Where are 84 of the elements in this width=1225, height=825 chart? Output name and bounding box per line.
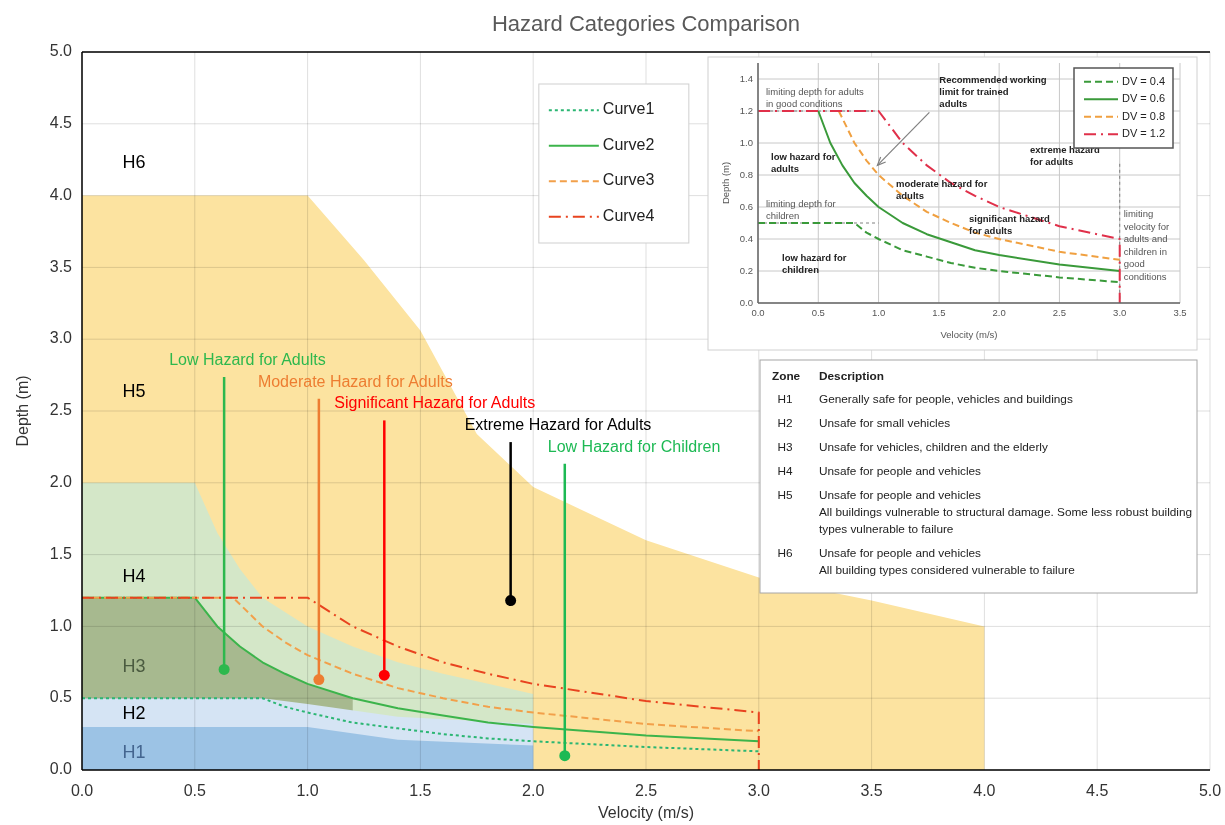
annotation: H2 xyxy=(122,702,146,723)
x-tick-label: 4.0 xyxy=(973,782,996,799)
annotation: H2 xyxy=(777,416,793,430)
annotation: H3 xyxy=(122,655,146,676)
ref-line-label: limiting depth for adults in good conditions xyxy=(766,86,864,109)
x-tick-label: 1.5 xyxy=(932,307,946,318)
x-tick-label: 1.0 xyxy=(296,782,319,799)
annotation: Unsafe for people and vehicles All building types considered vulnerable to failure xyxy=(819,546,1076,577)
legend-label: Curve4 xyxy=(602,206,655,224)
line-series xyxy=(757,110,1121,304)
x-tick-label: 2.5 xyxy=(634,782,658,799)
legend-label: Curve2 xyxy=(602,135,655,153)
annotation: H5 xyxy=(777,488,793,502)
y-tick-label: 0.2 xyxy=(739,264,753,276)
y-tick-label: 1.5 xyxy=(49,544,73,562)
annotation: H1 xyxy=(777,392,793,406)
y-tick-label: 0.8 xyxy=(739,168,753,180)
y-tick-label: 0.5 xyxy=(49,688,73,706)
annotation: H4 xyxy=(122,565,146,586)
y-axis-title: Depth (m) xyxy=(14,375,32,447)
ref-line-label: limiting velocity for adults and children in good conditions xyxy=(1123,208,1170,282)
x-tick-label: 5.0 xyxy=(1198,782,1222,799)
ref-line-label: limiting depth for children xyxy=(766,198,836,221)
chart-title: Hazard Categories Comparison xyxy=(491,10,801,36)
legend-label: DV = 1.2 xyxy=(1122,127,1166,140)
annotation: Unsafe for vehicles, children and the elderly xyxy=(819,440,1048,454)
y-tick-label: 2.5 xyxy=(49,401,73,419)
annotation: Unsafe for people and vehicles xyxy=(819,464,982,478)
annotation: H6 xyxy=(777,546,793,560)
y-tick-label: 2.0 xyxy=(49,473,73,491)
y-tick-label: 0.6 xyxy=(739,200,753,212)
annotation: H6 xyxy=(122,151,146,172)
annotation: H3 xyxy=(777,440,793,454)
annotation: Unsafe for small vehicles xyxy=(819,416,951,430)
x-tick-label: 2.0 xyxy=(992,307,1006,318)
x-tick-label: 4.5 xyxy=(1086,782,1109,799)
y-tick-label: 1.2 xyxy=(739,104,753,116)
y-tick-label: 5.0 xyxy=(49,42,73,60)
y-tick-label: 1.0 xyxy=(739,136,753,148)
x-tick-label: 3.0 xyxy=(1113,307,1127,318)
legend-label: Curve3 xyxy=(602,171,655,189)
line-series xyxy=(757,222,1121,284)
y-axis-title: Depth (m) xyxy=(719,161,731,205)
y-tick-label: 4.5 xyxy=(49,114,73,132)
annotation: Recommended working limit for trained adults xyxy=(939,74,1047,110)
line-series xyxy=(81,596,760,771)
annotation: H1 xyxy=(122,741,146,762)
y-tick-label: 0.0 xyxy=(49,760,73,778)
y-tick-label: 0.0 xyxy=(739,296,753,308)
y-tick-label: 1.4 xyxy=(739,72,753,84)
annotation: H4 xyxy=(777,464,793,478)
annotation: Unsafe for people and vehicles All buildings vulnerable to structural damage. Some less robust building types vulnerable to failure xyxy=(819,488,1193,536)
x-tick-label: 0.5 xyxy=(183,782,207,799)
annotation: Significant Hazard for Adults xyxy=(334,394,536,412)
annotation: Low Hazard for Children xyxy=(547,437,721,455)
annotation: Zone xyxy=(772,369,801,383)
x-tick-label: 3.5 xyxy=(860,782,883,799)
annotation: Generally safe for people, vehicles and buildings xyxy=(819,392,1073,406)
annotation: low hazard for children xyxy=(782,252,847,275)
legend-label: DV = 0.6 xyxy=(1122,92,1166,105)
x-axis-title: Velocity (m/s) xyxy=(597,804,695,821)
x-tick-label: 0.0 xyxy=(751,307,765,318)
y-tick-label: 0.4 xyxy=(739,232,753,244)
y-tick-label: 4.0 xyxy=(49,185,73,203)
annotation: Extreme Hazard for Adults xyxy=(464,416,652,434)
y-tick-label: 3.0 xyxy=(49,329,73,347)
x-tick-label: 2.0 xyxy=(522,782,545,799)
annotation: Description xyxy=(819,369,884,383)
legend-label: DV = 0.8 xyxy=(1122,109,1166,122)
x-tick-label: 0.5 xyxy=(811,307,825,318)
x-tick-label: 3.5 xyxy=(1173,307,1187,318)
x-tick-label: 2.5 xyxy=(1052,307,1067,318)
annotation: low hazard for adults xyxy=(771,151,836,174)
x-tick-label: 1.5 xyxy=(409,782,432,799)
legend-label: Curve1 xyxy=(602,100,655,118)
x-axis-title: Velocity (m/s) xyxy=(940,329,998,340)
y-tick-label: 1.0 xyxy=(49,616,73,634)
annotation: H5 xyxy=(122,380,146,401)
annotation: Low Hazard for Adults xyxy=(169,351,326,368)
annotation: moderate hazard for adults xyxy=(896,178,988,201)
x-tick-label: 0.0 xyxy=(70,782,94,799)
y-tick-label: 3.5 xyxy=(49,257,73,275)
legend-label: DV = 0.4 xyxy=(1122,74,1166,87)
x-tick-label: 1.0 xyxy=(871,307,886,318)
